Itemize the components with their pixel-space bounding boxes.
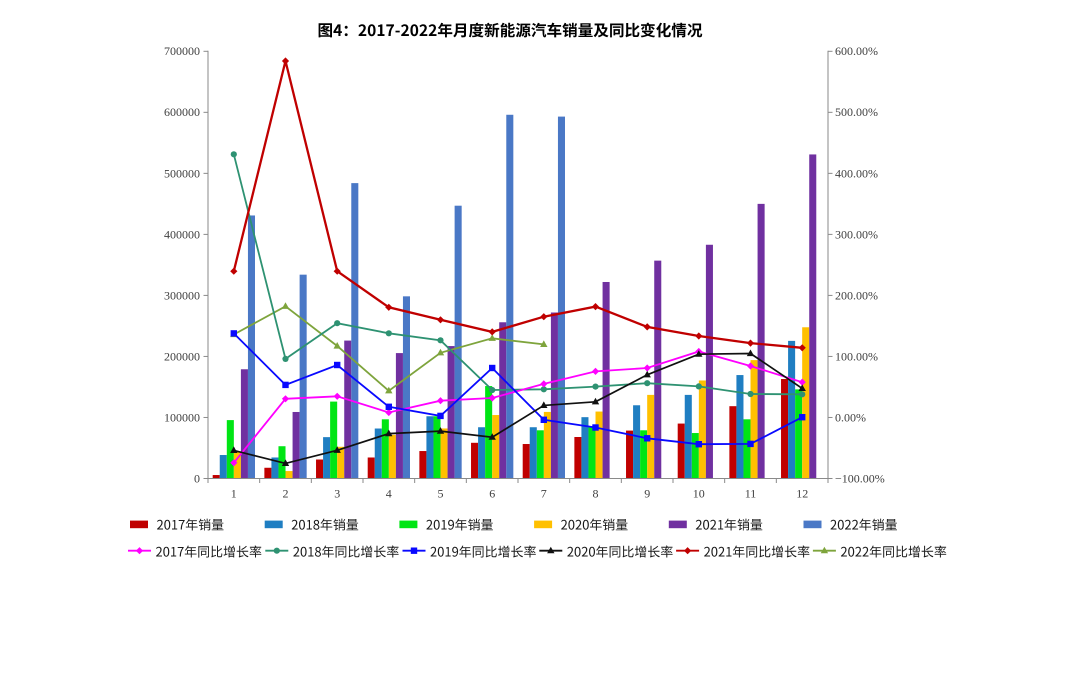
- svg-text:300000: 300000: [164, 288, 200, 302]
- svg-text:600000: 600000: [164, 105, 200, 119]
- svg-text:9: 9: [644, 487, 650, 501]
- svg-text:7: 7: [541, 487, 547, 501]
- svg-text:600.00%: 600.00%: [835, 44, 878, 58]
- svg-text:12: 12: [796, 487, 808, 501]
- svg-text:400000: 400000: [164, 227, 200, 241]
- svg-text:10: 10: [693, 487, 705, 501]
- svg-text:100000: 100000: [164, 410, 200, 424]
- svg-text:300.00%: 300.00%: [835, 227, 878, 241]
- svg-text:500.00%: 500.00%: [835, 105, 878, 119]
- svg-text:−100.00%: −100.00%: [835, 471, 885, 485]
- svg-text:3: 3: [334, 487, 340, 501]
- svg-text:100.00%: 100.00%: [835, 349, 878, 363]
- svg-text:200.00%: 200.00%: [835, 288, 878, 302]
- svg-text:4: 4: [386, 487, 392, 501]
- svg-text:1: 1: [231, 487, 237, 501]
- svg-text:0.00%: 0.00%: [835, 410, 866, 424]
- svg-text:0: 0: [194, 471, 200, 485]
- svg-text:5: 5: [438, 487, 444, 501]
- svg-text:700000: 700000: [164, 44, 200, 58]
- svg-text:8: 8: [593, 487, 599, 501]
- svg-text:2: 2: [283, 487, 289, 501]
- svg-text:500000: 500000: [164, 166, 200, 180]
- svg-text:400.00%: 400.00%: [835, 166, 878, 180]
- svg-text:200000: 200000: [164, 349, 200, 363]
- svg-text:11: 11: [745, 487, 757, 501]
- svg-text:6: 6: [489, 487, 495, 501]
